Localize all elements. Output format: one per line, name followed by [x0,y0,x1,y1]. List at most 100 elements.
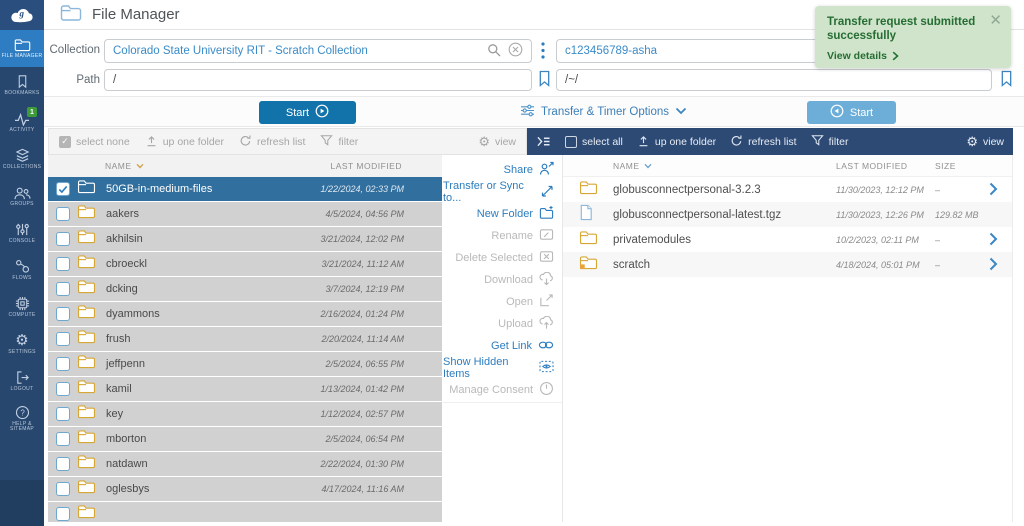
table-row[interactable]: mborton 2/5/2024, 06:54 PM [48,427,442,451]
view-button-source[interactable]: ⚙ view [478,135,516,148]
table-row[interactable]: natdawn 2/22/2024, 01:30 PM [48,452,442,476]
source-path-input[interactable]: / [104,69,532,91]
search-icon[interactable] [487,43,501,60]
table-row[interactable]: jeffpenn 2/5/2024, 06:55 PM [48,352,442,376]
checkbox-empty-icon[interactable] [56,257,70,271]
table-row[interactable]: akhilsin 3/21/2024, 12:02 PM [48,227,442,251]
table-row[interactable]: dcking 3/7/2024, 12:19 PM [48,277,442,301]
folder-icon [579,180,598,200]
sidebar-item-collections[interactable]: COLLECTIONS [0,141,44,178]
table-row[interactable]: kamil 1/13/2024, 01:42 PM [48,377,442,401]
refresh-list-label: refresh list [257,136,305,148]
folder-icon [77,329,96,349]
view-button-destination[interactable]: ⚙ view [966,135,1004,148]
checkbox-empty-icon[interactable] [56,332,70,346]
checkbox-empty-icon[interactable] [56,232,70,246]
file-name: cbroeckl [106,258,147,270]
table-row[interactable]: globusconnectpersonal-3.2.3 11/30/2023, … [563,177,1012,202]
source-collection-input[interactable]: Colorado State University RIT - Scratch … [104,39,532,63]
table-row[interactable]: cbroeckl 3/21/2024, 11:12 AM [48,252,442,276]
action-label: Download [484,274,533,286]
table-row[interactable]: scratch 4/18/2024, 05:01 PM – [563,252,1012,277]
delete-selected-button[interactable]: Delete Selected [443,247,562,269]
share-button[interactable]: Share [443,159,562,181]
checkbox-empty-icon[interactable] [56,282,70,296]
up-one-folder-button-destination[interactable]: up one folder [637,134,716,150]
size-column-header[interactable]: SIZE [935,161,956,171]
start-transfer-destination-button[interactable]: Start [807,101,896,124]
table-row[interactable]: privatemodules 10/2/2023, 02:11 PM – [563,227,1012,252]
up-one-folder-button-source[interactable]: up one folder [145,134,224,150]
checkbox-empty-icon[interactable] [56,357,70,371]
sidebar-item-compute[interactable]: COMPUTE [0,289,44,326]
table-row[interactable]: key 1/12/2024, 02:57 PM [48,402,442,426]
destination-bookmark-icon[interactable] [1000,70,1013,92]
folder-icon [77,479,96,499]
sidebar-item-flows[interactable]: FLOWS [0,252,44,289]
checkbox-empty-icon[interactable] [56,482,70,496]
download-button[interactable]: Download [443,269,562,291]
sidebar: g FILE MANAGER BOOKMARKS 1 A [0,0,44,526]
destination-path-input[interactable]: /~/ [556,69,992,91]
sidebar-item-file-manager[interactable]: FILE MANAGER [0,30,44,67]
sidebar-item-bookmarks[interactable]: BOOKMARKS [0,67,44,104]
transfer-or-sync-button[interactable]: Transfer or Sync to... [443,181,562,203]
sidebar-item-console[interactable]: CONSOLE [0,215,44,252]
table-row[interactable]: dyammons 2/16/2024, 01:24 PM [48,302,442,326]
chevron-right-icon[interactable] [989,182,998,201]
sidebar-item-help-sitemap[interactable]: ? HELP & SITEMAP [0,400,44,437]
sidebar-item-groups[interactable]: GROUPS [0,178,44,215]
checkbox-empty-icon[interactable] [56,507,70,521]
sidebar-item-settings[interactable]: ⚙ SETTINGS [0,326,44,363]
checkbox-empty-icon[interactable] [56,457,70,471]
checkbox-empty-icon[interactable] [56,207,70,221]
manage-consent-button[interactable]: Manage Consent [443,379,562,401]
refresh-list-button-source[interactable]: refresh list [239,134,305,150]
clear-collection-icon[interactable] [508,42,523,60]
modified-column-header[interactable]: LAST MODIFIED [836,161,908,171]
chevron-right-icon[interactable] [989,257,998,276]
toast-view-details-link[interactable]: View details [827,50,985,62]
file-name: mborton [106,433,146,445]
rename-button[interactable]: Rename [443,225,562,247]
open-button[interactable]: Open [443,291,562,313]
globus-logo-icon[interactable]: g [0,0,44,30]
start-transfer-source-button[interactable]: Start [259,101,356,124]
sidebar-item-logout[interactable]: LOGOUT [0,363,44,400]
select-none-button[interactable]: ✓ select none [59,136,130,148]
table-row[interactable]: globusconnectpersonal-latest.tgz 11/30/2… [563,202,1012,227]
table-row[interactable]: 50GB-in-medium-files 1/22/2024, 02:33 PM [48,177,442,201]
transfer-timer-options-toggle[interactable]: Transfer & Timer Options [520,104,687,120]
new-folder-button[interactable]: New Folder [443,203,562,225]
modified-column-header[interactable]: LAST MODIFIED [330,161,402,171]
checkbox-checked-icon[interactable] [56,182,70,196]
chevron-right-icon[interactable] [989,232,998,251]
sidebar-item-activity[interactable]: 1 ACTIVITY [0,104,44,141]
select-all-button[interactable]: select all [565,136,623,148]
upload-button[interactable]: Upload [443,313,562,335]
show-hidden-items-button[interactable]: Show Hidden Items [443,357,562,379]
source-bookmark-icon[interactable] [538,70,551,92]
filter-button-destination[interactable]: filter [811,134,849,149]
table-row[interactable]: frush 2/20/2024, 11:14 AM [48,327,442,351]
sidebar-item-label: FLOWS [12,276,31,282]
get-link-button[interactable]: Get Link [443,335,562,357]
table-row[interactable]: aakers 4/5/2024, 04:56 PM [48,202,442,226]
filter-button-source[interactable]: filter [320,134,358,149]
file-name: globusconnectpersonal-3.2.3 [613,184,761,196]
panel-toggle-button[interactable] [536,135,551,148]
name-column-header[interactable]: NAME [613,161,640,171]
table-row[interactable]: oglesbys 4/17/2024, 11:16 AM [48,477,442,501]
refresh-list-button-destination[interactable]: refresh list [730,134,796,150]
close-icon[interactable]: ✕ [989,13,1002,28]
collection-menu-kebab-icon[interactable] [540,41,546,66]
action-label: Manage Consent [449,384,533,396]
checkbox-indeterminate-icon: ✓ [59,136,71,148]
table-row[interactable] [48,502,442,522]
destination-list-header: NAME LAST MODIFIED SIZE [563,155,1012,177]
name-column-header[interactable]: NAME [105,161,132,171]
checkbox-empty-icon[interactable] [56,382,70,396]
checkbox-empty-icon[interactable] [56,432,70,446]
checkbox-empty-icon[interactable] [56,407,70,421]
checkbox-empty-icon[interactable] [56,307,70,321]
